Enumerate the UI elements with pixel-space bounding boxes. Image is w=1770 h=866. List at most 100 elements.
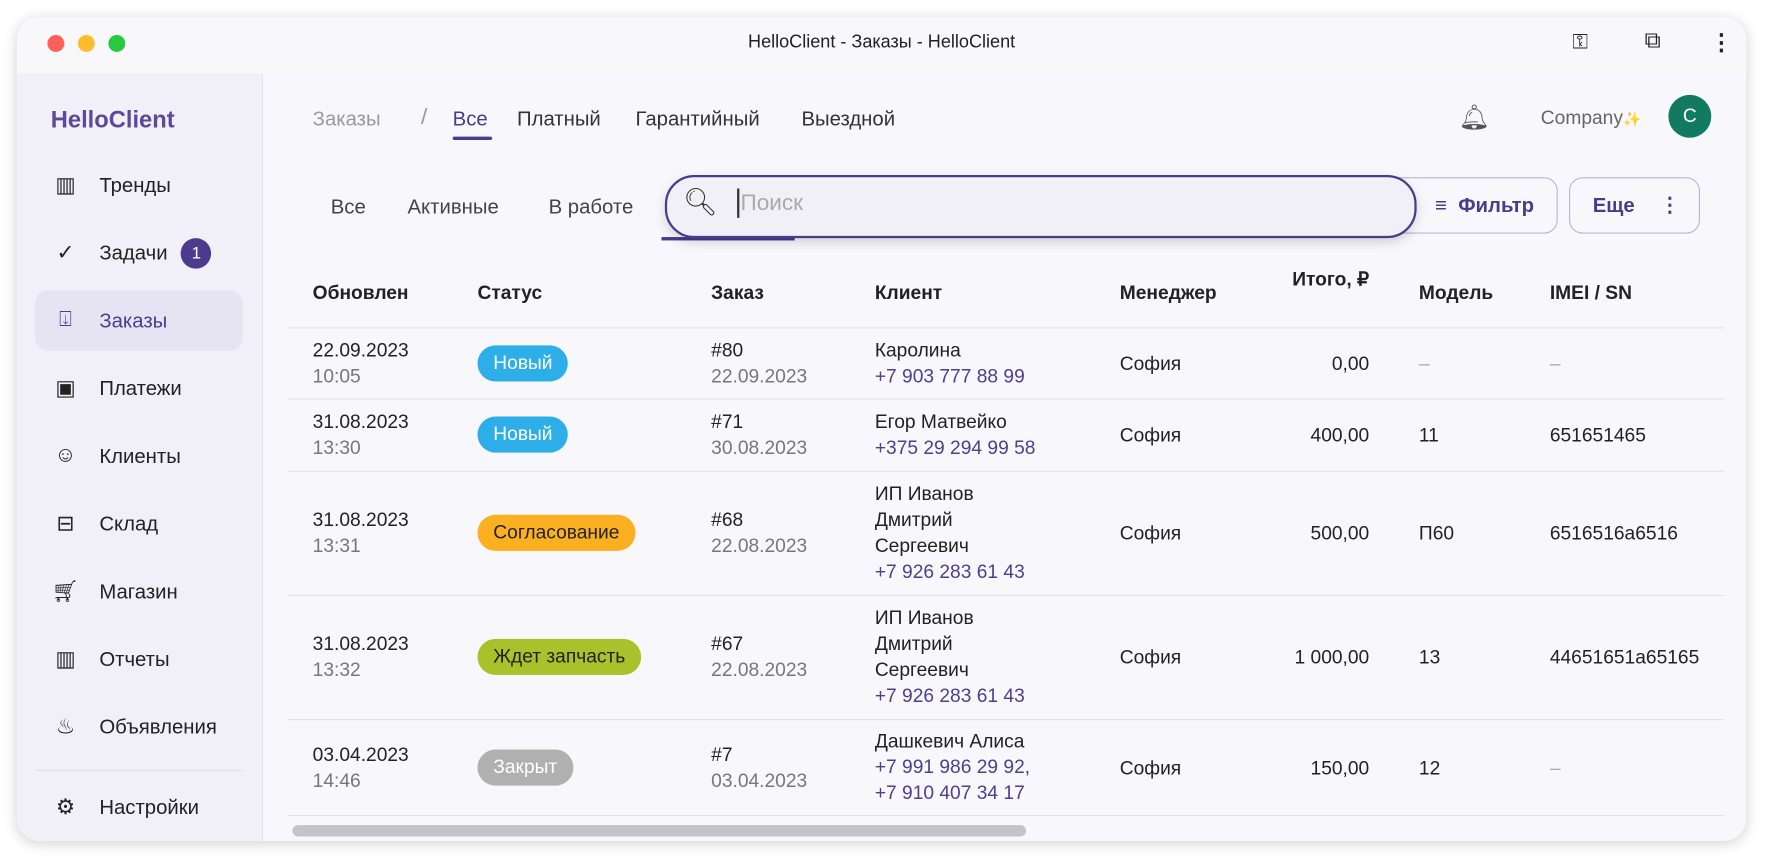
model: 13 [1418, 646, 1441, 669]
sidebar-item-label: Платежи [99, 376, 182, 400]
manager-name: София [1119, 756, 1182, 779]
model-cell: 11 [1419, 422, 1439, 448]
window-title: HelloClient - Заказы - HelloClient [748, 32, 1016, 52]
updated-cell: 22.09.2023 10:05 [313, 337, 409, 389]
total-amount: 500,00 [1310, 522, 1370, 545]
client-cell: ИП Иванов Дмитрий Сергеевич +7 926 283 61 4… [875, 605, 1025, 709]
row-divider [287, 594, 1724, 597]
avatar[interactable]: C [1668, 94, 1712, 138]
sidebar-item-label: Настройки [99, 795, 199, 818]
total-amount: 400,00 [1310, 424, 1370, 446]
client-phone[interactable]: +7 910 407 34 17 [874, 782, 1025, 804]
total-amount: 0,00 [1331, 352, 1370, 375]
horizontal-scrollbar[interactable] [292, 825, 1027, 837]
imei: 44651651a65165 [1549, 646, 1700, 669]
sidebar-item-1[interactable]: ✓ Задачи 1 [35, 222, 243, 283]
client-phone[interactable]: +7 903 777 88 99 [874, 365, 1025, 387]
total-amount: 1 000,00 [1294, 646, 1370, 669]
model: П60 [1418, 522, 1455, 545]
manager-name: София [1119, 424, 1182, 446]
updated-time: 13:30 [312, 436, 361, 459]
filter-label: Фильтр [1458, 193, 1535, 217]
imei-cell: 6516516a6516 [1550, 520, 1678, 546]
tab-onsite[interactable]: Выездной [801, 107, 896, 130]
key-icon[interactable]: ⚿ [1572, 30, 1588, 54]
search-input[interactable]: Поиск [740, 190, 804, 216]
sidebar-item-8[interactable]: ♨ Объявления [35, 696, 243, 757]
tab-paid[interactable]: Платный [516, 107, 601, 130]
updated-time: 10:05 [312, 365, 361, 387]
sidebar-item-0[interactable]: ▥ Тренды [35, 155, 243, 216]
sidebar-item-7[interactable]: ▥ Отчеты [35, 629, 243, 690]
subtab-indicator [661, 237, 795, 241]
close-window-button[interactable] [47, 34, 65, 52]
client-phone[interactable]: +7 926 283 61 43 [874, 561, 1025, 583]
search-icon: 🔍︎ [682, 187, 718, 218]
bell-icon[interactable]: 🔔︎ [1458, 102, 1490, 131]
status-badge: Новый [477, 416, 569, 453]
sidebar-item-3[interactable]: ▣ Платежи [35, 358, 243, 419]
status-badge: Закрыт [477, 748, 574, 786]
total-cell: 150,00 [1256, 755, 1370, 781]
client-name: Сергеевич [874, 659, 969, 681]
sidebar-item-label: Заказы [99, 308, 168, 332]
more-button[interactable]: Еще ⋮ [1569, 177, 1700, 234]
search-field[interactable]: 🔍︎ Поиск [664, 174, 1417, 239]
sparkle-icon: ✨ [1622, 110, 1642, 128]
manager-name: София [1119, 646, 1182, 669]
sidebar-item-4[interactable]: ☺ Клиенты [35, 426, 243, 487]
order-date: 03.04.2023 [711, 769, 808, 791]
column-header[interactable]: Обновлен [312, 282, 409, 304]
sidebar-item-label: Склад [99, 511, 159, 535]
subtab-all[interactable]: Все [330, 195, 366, 218]
client-name: Дмитрий [874, 633, 953, 655]
company-label: Company [1540, 107, 1623, 129]
order-number: #67 [711, 633, 744, 655]
minimize-window-button[interactable] [77, 34, 95, 52]
column-header[interactable]: Менеджер [1119, 282, 1217, 304]
client-phone[interactable]: +7 926 283 61 43 [874, 685, 1025, 707]
client-phone[interactable]: +375 29 294 99 58 [874, 436, 1036, 459]
column-header[interactable]: Итого, ₽ [1292, 268, 1370, 291]
sidebar-item-2[interactable]: ⍗ Заказы [34, 290, 243, 352]
updated-cell: 31.08.2023 13:32 [313, 631, 409, 683]
column-header[interactable]: Заказ [711, 282, 764, 304]
manager-cell: София [1120, 645, 1181, 671]
status-badge: Ждет запчасть [477, 638, 642, 676]
manager-cell: София [1120, 422, 1181, 448]
order-date: 22.08.2023 [711, 535, 808, 557]
updated-cell: 31.08.2023 13:31 [313, 507, 409, 559]
filter-icon: ≡ [1435, 193, 1447, 217]
tab-warranty[interactable]: Гарантийный [635, 107, 760, 130]
breadcrumb[interactable]: Заказы [312, 107, 381, 130]
model-cell: – [1419, 350, 1430, 376]
extension-icon[interactable]: ⧉ [1644, 28, 1661, 54]
tasks-count-badge: 1 [181, 237, 212, 269]
sidebar-item-label: Задачи [99, 240, 168, 264]
client-phone[interactable]: +7 991 986 29 92, [874, 756, 1031, 778]
app-window: HelloClient - Заказы - HelloClient ⚿ ⧉ ⋮… [16, 16, 1747, 841]
zoom-window-button[interactable] [108, 34, 126, 52]
row-divider [287, 719, 1724, 721]
row-divider [287, 814, 1724, 817]
column-header[interactable]: Модель [1418, 282, 1494, 304]
imei: – [1549, 352, 1561, 375]
sidebar-item-6[interactable]: 🛒︎ Магазин [35, 561, 243, 622]
more-vert-icon[interactable]: ⋮ [1710, 30, 1733, 56]
sidebar-item-5[interactable]: ⊟ Склад [35, 493, 243, 554]
column-header[interactable]: IMEI / SN [1549, 282, 1632, 304]
tab-all[interactable]: Все [452, 107, 488, 130]
updated-time: 14:46 [312, 769, 361, 791]
company-name[interactable]: Company✨ [1541, 107, 1641, 130]
status-badge: Новый [477, 344, 569, 381]
archive-icon: ⊟ [56, 511, 75, 536]
column-header[interactable]: Клиент [874, 282, 943, 304]
breadcrumb-separator: / [421, 104, 428, 130]
subtab-active[interactable]: Активные [407, 195, 499, 218]
column-header[interactable]: Статус [477, 282, 543, 304]
manager-cell: София [1120, 350, 1181, 376]
cart-icon: 🛒︎ [51, 580, 80, 604]
sidebar-item-settings[interactable]: ⚙ Настройки [35, 777, 243, 838]
subtab-in-progress[interactable]: В работе [548, 195, 634, 218]
order-cell: #67 22.08.2023 [711, 631, 807, 683]
